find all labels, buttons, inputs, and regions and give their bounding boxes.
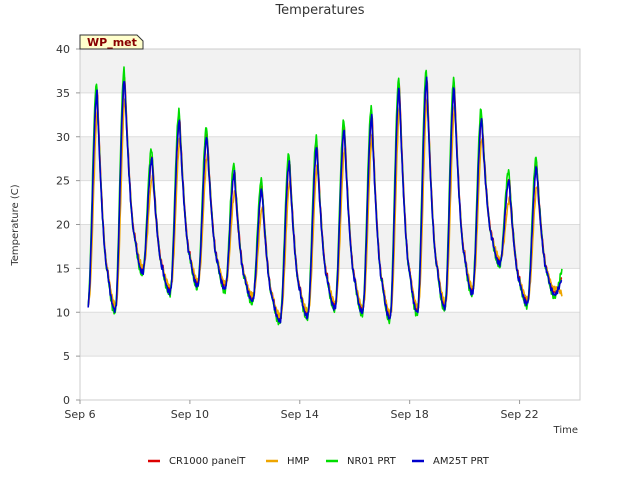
station-badge: WP_met	[79, 34, 144, 50]
legend-label: NR01 PRT	[347, 456, 397, 467]
y-tick-label: 20	[56, 219, 70, 232]
y-tick-label: 5	[63, 350, 70, 363]
y-tick-label: 10	[56, 306, 70, 319]
x-tick-label: Sep 14	[281, 408, 319, 421]
series-lines	[87, 66, 563, 326]
station-badge-label: WP_met	[87, 36, 137, 49]
y-tick-label: 35	[56, 87, 70, 100]
x-tick-label: Sep 18	[391, 408, 429, 421]
legend: CR1000 panelT HMP NR01 PRT AM25T PRT	[148, 456, 490, 467]
grid-band	[80, 136, 580, 181]
legend-label: AM25T PRT	[433, 456, 490, 467]
grid-band	[80, 49, 580, 93]
legend-label: HMP	[287, 456, 309, 467]
y-tick-label: 15	[56, 262, 70, 275]
y-tick-label: 30	[56, 131, 70, 144]
x-tick-label: Sep 10	[171, 408, 209, 421]
y-axis-ticks: 0 5 10 15 20 25 30 35 40	[56, 43, 80, 407]
station-badge-box	[79, 34, 144, 50]
x-tick-label: Sep 6	[64, 408, 95, 421]
series-line-3	[87, 76, 563, 324]
x-axis-label: Time	[553, 425, 578, 436]
y-tick-label: 25	[56, 175, 70, 188]
x-axis-ticks: Sep 6 Sep 10 Sep 14 Sep 18 Sep 22	[64, 400, 539, 421]
legend-label: CR1000 panelT	[169, 456, 246, 467]
alternating-bands	[80, 49, 580, 357]
chart-title: Temperatures	[274, 3, 364, 18]
y-axis-label: Temperature (C)	[10, 184, 21, 266]
y-tick-label: 0	[63, 394, 70, 407]
x-tick-label: Sep 22	[500, 408, 538, 421]
grid-band	[80, 312, 580, 357]
y-tick-label: 40	[56, 43, 70, 56]
